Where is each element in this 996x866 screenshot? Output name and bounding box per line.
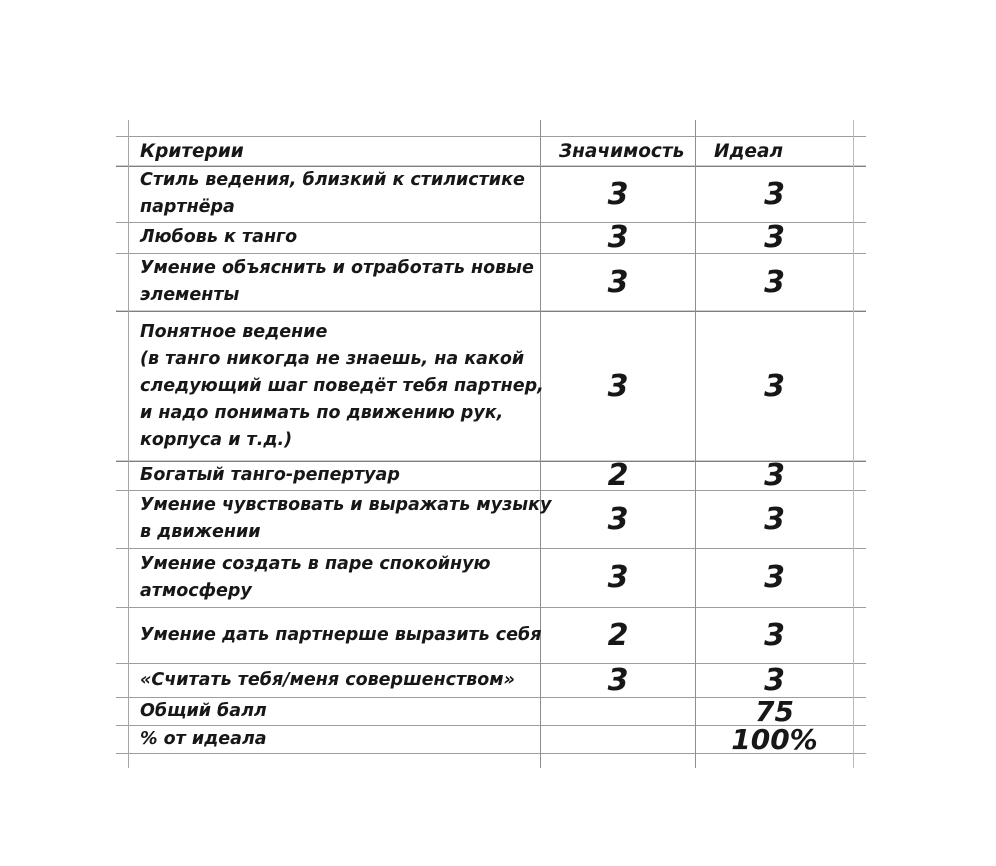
- summary-row-percent: % от идеала 100%: [116, 722, 866, 756]
- header-significance: Значимость: [559, 140, 685, 162]
- ideal-cell: 3: [764, 617, 785, 653]
- criteria-cell: Стиль ведения, близкий к стилистике парт…: [140, 170, 525, 217]
- table-row: Стиль ведения, близкий к стилистике парт…: [116, 166, 866, 222]
- ideal-cell: 3: [764, 458, 785, 493]
- table-gridline: [116, 311, 866, 312]
- table-row: Любовь к танго 3 3: [116, 220, 866, 255]
- header-ideal: Идеал: [714, 140, 784, 162]
- table-gridline: [116, 222, 866, 223]
- summary-row-total: Общий балл 75: [116, 694, 866, 728]
- table-gridline: [116, 548, 866, 549]
- table-row: Умение создать в паре спокойную атмосфер…: [116, 548, 866, 607]
- table-gridline: [540, 120, 541, 768]
- summary-label: % от идеала: [140, 728, 267, 749]
- significance-cell: 3: [607, 176, 629, 212]
- ideal-cell: 3: [764, 220, 785, 255]
- significance-cell: 3: [607, 501, 629, 537]
- criteria-cell: Богатый танго-репертуар: [140, 465, 400, 485]
- ideal-cell: 3: [764, 501, 785, 537]
- significance-cell: 3: [607, 264, 629, 300]
- criteria-cell: Понятное ведение (в танго никогда не зна…: [140, 321, 544, 450]
- ideal-cell: 3: [764, 368, 785, 404]
- table-gridline: [128, 120, 129, 768]
- scanned-criteria-table: Критерии Значимость Идеал Стиль ведения,…: [116, 120, 866, 768]
- summary-value: 100%: [731, 722, 818, 756]
- ideal-cell: 3: [764, 662, 785, 698]
- table-row: Понятное ведение (в танго никогда не зна…: [116, 311, 866, 461]
- criteria-cell: Умение чувствовать и выражать музыку в д…: [140, 495, 552, 542]
- table-gridline: [695, 120, 696, 768]
- table-gridline: [116, 663, 866, 664]
- table-gridline: [116, 461, 866, 462]
- table-row: Богатый танго-репертуар 2 3: [116, 458, 866, 493]
- table-gridline: [116, 166, 866, 167]
- significance-cell: 2: [607, 617, 629, 653]
- table-row: «Считать тебя/меня совершенством» 3 3: [116, 662, 866, 698]
- table-gridline: [853, 120, 854, 768]
- ideal-cell: 3: [764, 264, 785, 300]
- criteria-cell: Умение дать партнерше выразить себя: [140, 624, 542, 645]
- table-gridline: [116, 136, 866, 137]
- table-gridline: [116, 253, 866, 254]
- table-row: Умение чувствовать и выражать музыку в д…: [116, 490, 866, 548]
- criteria-cell: «Считать тебя/меня совершенством»: [140, 669, 515, 690]
- criteria-cell: Любовь к танго: [140, 227, 298, 247]
- significance-cell: 3: [607, 662, 629, 698]
- table-row: Умение дать партнерше выразить себя 2 3: [116, 607, 866, 663]
- table-gridline: [116, 753, 866, 754]
- table-header-row: Критерии Значимость Идеал: [116, 136, 866, 166]
- significance-cell: 2: [607, 458, 629, 493]
- criteria-cell: Умение объяснить и отработать новые элем…: [140, 258, 534, 305]
- table-gridline: [116, 697, 866, 698]
- summary-value: 75: [755, 694, 794, 728]
- table-gridline: [116, 607, 866, 608]
- significance-cell: 3: [607, 220, 629, 255]
- header-criteria: Критерии: [140, 140, 244, 162]
- ideal-cell: 3: [764, 176, 785, 212]
- table-row: Умение объяснить и отработать новые элем…: [116, 253, 866, 311]
- table-gridline: [116, 490, 866, 491]
- table-gridline: [116, 725, 866, 726]
- summary-label: Общий балл: [140, 700, 267, 721]
- significance-cell: 3: [607, 560, 629, 595]
- significance-cell: 3: [607, 368, 629, 404]
- criteria-cell: Умение создать в паре спокойную атмосфер…: [140, 553, 491, 601]
- ideal-cell: 3: [764, 560, 785, 595]
